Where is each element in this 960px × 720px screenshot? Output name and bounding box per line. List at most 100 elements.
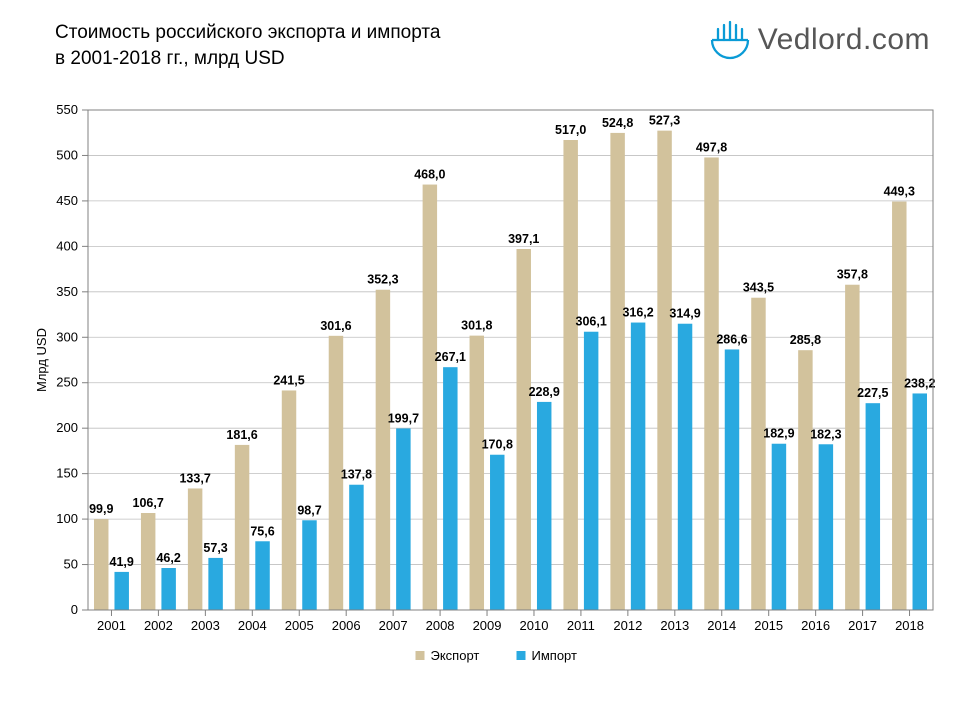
chart-svg: 05010015020025030035040045050055099,941,… [28,100,948,700]
bar-export [141,513,155,610]
xtick-label: 2011 [567,618,595,633]
legend-label: Импорт [532,648,577,663]
xtick-label: 2015 [754,618,783,633]
xtick-label: 2009 [473,618,502,633]
bar-label-import: 238,2 [904,376,935,390]
bar-import [913,393,927,610]
xtick-label: 2003 [191,618,220,633]
bar-export [470,336,484,610]
bar-import [584,332,598,610]
y-axis-title: Млрд USD [34,328,49,392]
logo: Vedlord.com [710,20,930,60]
xtick-label: 2007 [379,618,408,633]
bar-import [490,455,504,610]
ytick-label: 300 [56,329,78,344]
bar-label-export: 106,7 [133,496,164,510]
xtick-label: 2001 [97,618,126,633]
bar-import [302,520,316,610]
bar-import [631,323,645,610]
ytick-label: 150 [56,466,78,481]
ytick-label: 0 [71,602,78,617]
bar-import [866,403,880,610]
bar-import [443,367,457,610]
bar-label-import: 46,2 [156,551,180,565]
xtick-label: 2004 [238,618,267,633]
bar-export [235,445,249,610]
bar-label-export: 133,7 [179,471,210,485]
bar-import [396,428,410,610]
xtick-label: 2006 [332,618,361,633]
bar-label-import: 57,3 [203,541,227,555]
bar-label-import: 170,8 [482,438,513,452]
xtick-label: 2008 [426,618,455,633]
bar-label-import: 41,9 [110,555,134,569]
bar-import [537,402,551,610]
bar-label-import: 75,6 [250,524,274,538]
bar-label-import: 267,1 [435,350,466,364]
bar-export [751,298,765,610]
bar-import [349,485,363,610]
xtick-label: 2002 [144,618,173,633]
bar-label-export: 397,1 [508,232,539,246]
bar-label-export: 497,8 [696,140,727,154]
page-title: Стоимость российского экспорта и импорта… [55,20,440,71]
bar-label-export: 468,0 [414,168,445,182]
ytick-label: 200 [56,420,78,435]
bar-export [563,140,577,610]
bar-label-export: 343,5 [743,281,774,295]
title-line-1: Стоимость российского экспорта и импорта [55,22,440,43]
bar-label-export: 524,8 [602,116,633,130]
bar-label-import: 227,5 [857,386,888,400]
bar-label-import: 182,9 [763,427,794,441]
bar-import [819,444,833,610]
globe-icon [710,20,750,60]
bar-label-import: 286,6 [716,332,747,346]
bar-export [845,285,859,610]
bar-export [517,249,531,610]
bar-export [94,519,108,610]
bar-import [114,572,128,610]
bar-label-export: 99,9 [89,502,113,516]
bar-label-import: 228,9 [529,385,560,399]
ytick-label: 250 [56,375,78,390]
bar-export [188,488,202,610]
xtick-label: 2010 [520,618,549,633]
xtick-label: 2018 [895,618,924,633]
title-line-2: в 2001-2018 гг., млрд USD [55,48,285,69]
bar-import [208,558,222,610]
bar-import [725,349,739,610]
bar-label-export: 357,8 [837,268,868,282]
ytick-label: 100 [56,511,78,526]
bar-label-import: 314,9 [669,307,700,321]
bar-export [282,390,296,610]
bar-import [161,568,175,610]
legend-marker [416,651,425,660]
bar-label-import: 182,3 [810,427,841,441]
xtick-label: 2014 [707,618,736,633]
ytick-label: 550 [56,102,78,117]
header: Стоимость российского экспорта и импорта… [55,20,930,71]
bar-label-import: 306,1 [576,315,607,329]
bar-export [423,185,437,610]
bar-label-export: 181,6 [226,428,257,442]
logo-text: Vedlord.com [758,23,930,57]
bar-export [657,131,671,610]
ytick-label: 450 [56,193,78,208]
ytick-label: 350 [56,284,78,299]
bar-label-export: 301,8 [461,319,492,333]
bar-import [678,324,692,610]
ytick-label: 400 [56,238,78,253]
legend-label: Экспорт [431,648,480,663]
bar-label-export: 352,3 [367,273,398,287]
bar-label-import: 98,7 [297,503,321,517]
bar-export [610,133,624,610]
bar-label-export: 301,6 [320,319,351,333]
bar-label-export: 241,5 [273,373,304,387]
bar-label-export: 527,3 [649,114,680,128]
bar-export [892,202,906,610]
xtick-label: 2013 [660,618,689,633]
xtick-label: 2012 [613,618,642,633]
bar-export [704,157,718,610]
bar-import [772,444,786,610]
xtick-label: 2016 [801,618,830,633]
